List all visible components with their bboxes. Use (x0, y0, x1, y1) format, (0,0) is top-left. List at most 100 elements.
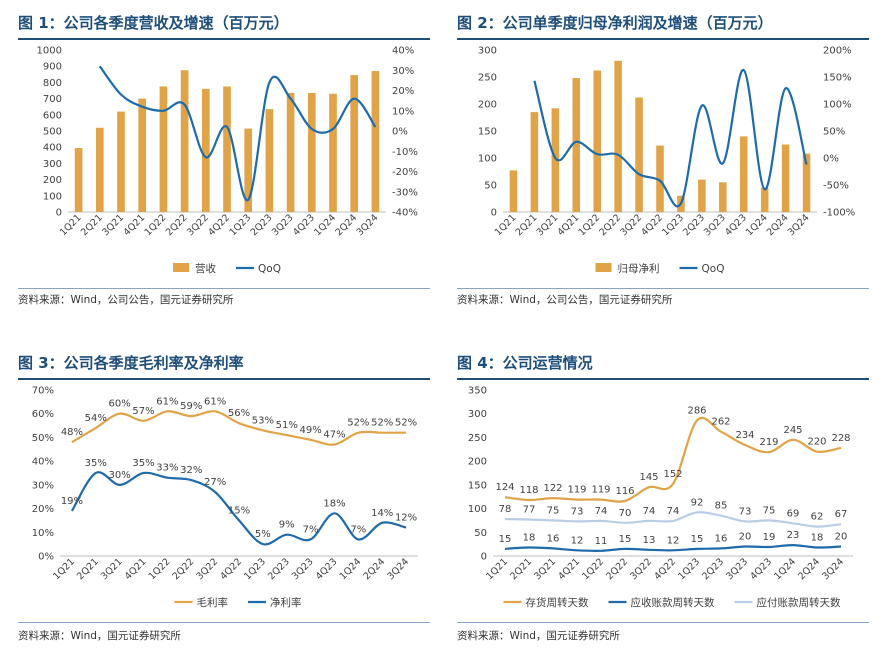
y-tick-label: 20% (32, 504, 54, 515)
y-tick-label: 100 (43, 191, 62, 202)
x-tick-label: 2Q22 (597, 212, 623, 238)
legend-item: QoQ (236, 263, 281, 275)
x-tick-label: 2Q23 (700, 556, 726, 582)
legend-label: 归母净利 (618, 262, 660, 275)
x-tick-label: 2Q24 (333, 212, 359, 238)
series-line (504, 416, 842, 503)
data-label: 118 (519, 485, 538, 496)
data-label: 51% (276, 420, 298, 431)
x-tick-label: 2Q23 (266, 556, 292, 582)
data-label: 56% (228, 408, 250, 419)
y2-tick-label: 40% (392, 46, 414, 57)
x-tick-label: 1Q24 (312, 212, 338, 238)
x-tick-label: 1Q21 (51, 556, 77, 582)
data-label: 286 (687, 405, 706, 416)
y2-tick-label: 150% (823, 73, 852, 84)
series-line (98, 65, 377, 201)
y-tick-label: 700 (43, 94, 62, 105)
x-tick-label: 4Q21 (121, 212, 147, 238)
panel-fig1: 图 1：公司各季度营收及增速（百万元） 0 100 200 300 400 500 600 7… (18, 10, 430, 310)
data-label: 119 (591, 485, 610, 496)
y2-tick-label: 30% (392, 66, 414, 77)
chart-title: 图 1：公司各季度营收及增速（百万元） (18, 14, 289, 32)
legend-label: 净利率 (270, 596, 302, 609)
data-label: 73 (739, 506, 752, 517)
data-label: 74 (595, 506, 608, 517)
legend-label: 应收账款周转天数 (631, 596, 715, 609)
data-label: 73 (571, 506, 584, 517)
y-tick-label: 100 (468, 504, 487, 515)
x-tick-label: 1Q23 (242, 556, 268, 582)
legend-item: 存货周转天数 (503, 596, 589, 609)
bar (307, 92, 316, 212)
y2-tick-label: 10% (392, 106, 414, 117)
x-tick-label: 1Q23 (676, 556, 702, 582)
data-label: 19% (61, 496, 83, 507)
data-label: 53% (252, 415, 274, 426)
bar (802, 153, 811, 212)
x-tick-label: 3Q22 (185, 212, 211, 238)
y2-tick-label: -30% (392, 187, 418, 198)
bar (223, 86, 231, 212)
bar (95, 127, 104, 212)
legend-item: 净利率 (248, 596, 302, 609)
legend-item: QoQ (679, 263, 724, 275)
bar (739, 136, 748, 212)
x-tick-label: 1Q22 (143, 212, 169, 238)
bar (530, 112, 539, 212)
x-tick-label: 4Q21 (123, 556, 149, 582)
data-label: 152 (663, 469, 682, 480)
source-note: 资料来源：Wind，公司公告，国元证券研究所 (18, 294, 234, 306)
x-tick-label: 2Q23 (249, 212, 275, 238)
data-label: 15 (619, 534, 632, 545)
data-label: 12 (667, 535, 680, 546)
y-tick-label: 30% (32, 480, 54, 491)
title-rule (457, 38, 869, 40)
data-label: 54% (85, 413, 107, 424)
y-tick-label: 350 (468, 386, 487, 397)
y-tick-label: 50 (484, 181, 497, 192)
x-tick-label: 3Q23 (270, 212, 296, 238)
x-tick-label: 3Q23 (724, 556, 750, 582)
legend-label: 存货周转天数 (526, 596, 589, 609)
x-tick-label: 3Q22 (194, 556, 220, 582)
data-label: 18% (323, 498, 345, 509)
y2-tick-label: 0% (392, 127, 408, 138)
data-label: 245 (783, 425, 802, 436)
y-tick-label: 200 (478, 100, 497, 111)
y-tick-label: 50% (32, 433, 54, 444)
data-label: 67 (835, 509, 848, 520)
y-tick-label: 500 (43, 127, 62, 138)
legend-item: 毛利率 (174, 596, 229, 609)
legend-label: QoQ (258, 263, 281, 275)
x-tick-label: 2Q24 (361, 556, 387, 582)
x-tick-label: 3Q22 (618, 212, 644, 238)
x-tick-label: 4Q21 (555, 212, 581, 238)
bar (371, 71, 380, 212)
data-label: 12 (571, 535, 584, 546)
data-label: 52% (371, 418, 393, 429)
x-tick-label: 4Q21 (556, 556, 582, 582)
data-label: 19 (763, 532, 776, 543)
data-label: 69 (787, 508, 800, 519)
data-label: 124 (495, 482, 514, 493)
x-tick-label: 4Q23 (291, 212, 317, 238)
data-label: 15 (691, 534, 704, 545)
data-label: 74 (643, 506, 656, 517)
data-label: 35% (85, 458, 107, 469)
x-tick-label: 1Q22 (580, 556, 606, 582)
bar (593, 70, 601, 212)
data-label: 14% (371, 508, 393, 519)
y2-tick-label: 200% (823, 46, 852, 57)
panel-fig3: 图 3：公司各季度毛利率及净利率 0% 10% 20% 30% 40% 50% 60% 70%… (18, 350, 430, 655)
data-label: 92 (691, 497, 704, 508)
data-label: 18 (523, 532, 536, 543)
data-label: 7% (350, 524, 366, 535)
y2-tick-label: -10% (392, 147, 418, 158)
y-tick-label: 300 (43, 159, 62, 170)
data-label: 61% (156, 396, 178, 407)
bar (265, 109, 274, 212)
bar (159, 86, 168, 212)
legend-label: 毛利率 (197, 596, 229, 609)
x-tick-label: 3Q24 (820, 556, 846, 582)
